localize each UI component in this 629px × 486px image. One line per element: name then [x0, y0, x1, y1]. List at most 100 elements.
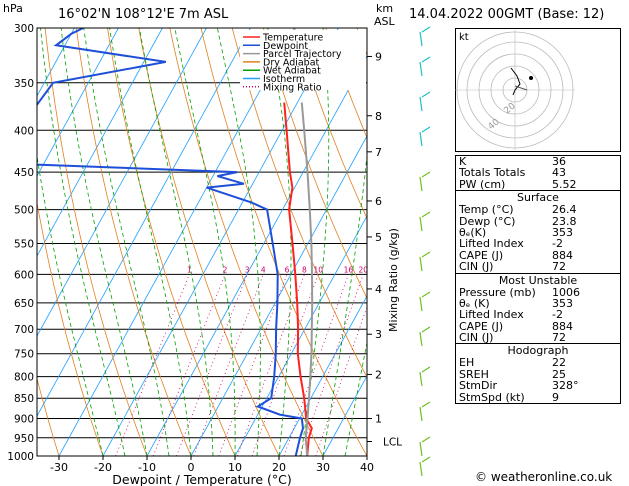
index-row: θₑ(K) 353 [459, 225, 573, 239]
lcl-label: LCL [383, 436, 402, 448]
mixing-ratio-label: 25 [374, 265, 384, 274]
mixing-ratio-line [176, 274, 248, 456]
km-tick-label: 4 [375, 283, 382, 296]
dry-adiabat [263, 28, 367, 300]
pressure-tick-label: 350 [14, 78, 34, 90]
mixing-ratio-line [315, 305, 367, 456]
index-row: CAPE (J) 884 [459, 319, 573, 333]
mixing-ratio-line [152, 274, 226, 456]
dry-adiabat [294, 28, 367, 220]
isotherm [37, 28, 119, 177]
index-row: Lifted Index -2 [459, 237, 563, 251]
dry-adiabat [37, 200, 104, 456]
dry-adiabat [200, 28, 367, 456]
series-temperature [283, 102, 313, 456]
hodograph-unit: kt [459, 32, 469, 43]
wind-barb-feather [421, 291, 431, 298]
wind-barb-feather [421, 211, 431, 218]
wet-adiabat [37, 153, 104, 456]
pressure-tick-label: 850 [14, 393, 34, 405]
x-tick-label: 40 [360, 461, 374, 474]
pressure-tick-label: 900 [14, 414, 34, 426]
wind-barb-feather [421, 251, 431, 258]
pressure-tick-label: 400 [14, 125, 34, 137]
index-row: Dewp (°C) 23.8 [459, 214, 577, 228]
x-tick-label: 30 [316, 461, 330, 474]
index-row: StmSpd (kt) 9 [459, 390, 559, 404]
location-title: 16°02'N 108°12'E 7m ASL [58, 7, 229, 22]
isotherm [322, 375, 367, 456]
mixing-ratio-line [299, 274, 364, 456]
pressure-tick-label: 650 [14, 298, 34, 310]
dry-adiabat [0, 28, 15, 456]
pressure-tick-label: 500 [14, 205, 34, 217]
km-tick-label: 5 [375, 231, 382, 244]
index-row: Totals Totals 43 [459, 166, 566, 180]
wind-barb-shaft [419, 461, 423, 477]
legend-label: Wet Adiabat [263, 66, 321, 77]
pressure-tick-label: 450 [14, 167, 34, 179]
index-row: Temp (°C) 26.4 [459, 203, 577, 217]
pressure-tick-label: 700 [14, 324, 34, 336]
wet-adiabat [267, 28, 292, 456]
isotherm [190, 135, 367, 456]
wind-barbs [419, 26, 431, 477]
x-tick-label: 10 [228, 461, 242, 474]
storm-motion-marker [529, 76, 533, 80]
wind-barb-feather [421, 326, 431, 333]
isotherm [411, 28, 455, 456]
x-axis-label: Dewpoint / Temperature (°C) [112, 472, 291, 486]
index-row: CIN (J) 72 [459, 260, 566, 274]
km-tick-label: 3 [375, 328, 382, 341]
km-tick-label: 1 [375, 413, 382, 426]
credit-footer[interactable]: © weatheronline.co.uk [475, 470, 613, 484]
index-row: SREH 25 [459, 367, 566, 381]
wind-barb-shaft [419, 296, 423, 312]
isotherm [234, 215, 367, 456]
mixing-ratio-label: 10 [313, 265, 323, 274]
mixing-ratio-line [236, 274, 305, 456]
index-row: Lifted Index -2 [459, 308, 563, 322]
series-dewpoint [37, 28, 305, 456]
mixing-ratio-label: 3 [245, 265, 250, 274]
hodograph-section: Hodograph EH 22 SREH 25 StmDir 328° StmSpd … [456, 343, 620, 403]
wind-barb-shaft [419, 61, 423, 77]
km-tick-label: 7 [375, 146, 382, 159]
plot-frame [36, 27, 368, 457]
index-row: StmDir 328° [459, 379, 579, 393]
isotherm [146, 55, 367, 456]
wind-barb-shaft [419, 31, 423, 47]
wind-barb-feather [421, 91, 431, 98]
legend-label: Dry Adiabat [263, 57, 320, 68]
mixing-ratio-label: 8 [302, 265, 307, 274]
wind-barb-shaft [419, 406, 423, 422]
dry-adiabat [75, 28, 192, 456]
hodograph-segment [514, 85, 528, 91]
x-tick-label: 20 [272, 461, 286, 474]
wet-adiabat [344, 340, 367, 456]
wet-adiabat [174, 28, 236, 456]
index-row: PW (cm) 5.52 [459, 177, 577, 191]
km-tick-label: 6 [375, 195, 382, 208]
mixing-ratio-label: 4 [261, 265, 266, 274]
mixing-ratio-label: 1 [187, 265, 192, 274]
wind-barb-feather [421, 56, 431, 63]
km-tick-label: 8 [375, 110, 382, 123]
wind-barb-feather [421, 171, 431, 178]
mixing-ratio-axis-label: Mixing Ratio (g/kg) [387, 228, 400, 332]
x-tick-label: -10 [138, 461, 156, 474]
index-row: θₑ (K) 353 [459, 296, 573, 310]
dry-adiabat [37, 377, 60, 456]
km-unit-label: km [376, 2, 394, 15]
index-row: Pressure (mb) 1006 [459, 285, 580, 299]
hodograph-trace [510, 67, 521, 96]
wind-barb-feather [421, 126, 431, 133]
dry-adiabat [107, 28, 236, 456]
wind-barb-feather [421, 366, 431, 373]
isotherm [37, 28, 207, 337]
hpa-unit-label: hPa [3, 2, 23, 15]
pressure-tick-label: 600 [14, 269, 34, 281]
wind-barb-shaft [419, 331, 423, 347]
pressure-tick-label: 300 [14, 23, 34, 35]
